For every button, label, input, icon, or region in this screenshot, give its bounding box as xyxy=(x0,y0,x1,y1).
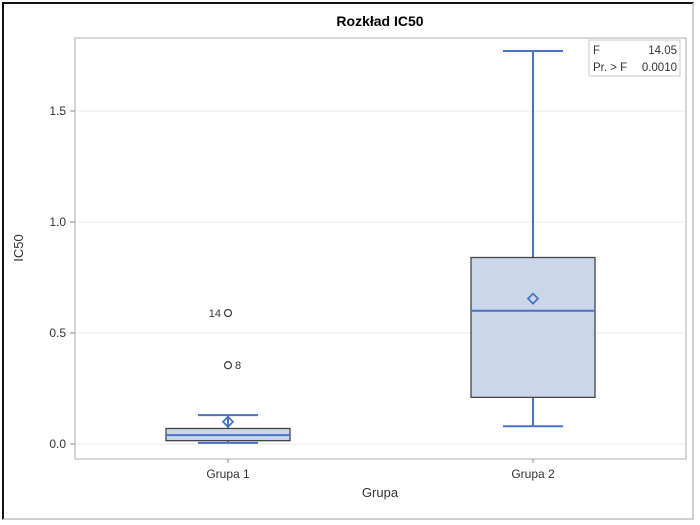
x-tick-label: Grupa 2 xyxy=(511,467,555,481)
x-axis: Grupa 1 Grupa 2 xyxy=(206,459,555,481)
box-group-2 xyxy=(470,50,596,428)
x-tick-label: Grupa 1 xyxy=(206,467,250,481)
outlier-point xyxy=(223,308,233,318)
stats-inset: F 14.05 Pr. > F 0.0010 xyxy=(588,39,681,77)
box-iqr xyxy=(470,256,596,399)
figure-border xyxy=(2,2,694,520)
y-tick-label: 0.5 xyxy=(49,326,66,340)
chart-title: Rozkład IC50 xyxy=(336,13,423,29)
outlier-point xyxy=(223,361,233,370)
stats-inset-box xyxy=(588,39,681,77)
mean-marker xyxy=(221,415,235,429)
y-tick-label: 1.5 xyxy=(49,104,66,118)
outlier-label: 8 xyxy=(235,360,241,372)
inset-f-label: F xyxy=(593,45,600,57)
inset-p-value: 0.0010 xyxy=(642,62,677,74)
x-axis-label: Grupa xyxy=(362,485,399,500)
boxes: 14 8 xyxy=(165,50,596,444)
inset-p-label: Pr. > F xyxy=(593,62,627,74)
inset-f-value: 14.05 xyxy=(648,45,677,57)
y-tick-label: 0.0 xyxy=(49,437,66,451)
box-group-1: 14 8 xyxy=(165,308,291,444)
plot-area-frame xyxy=(74,37,687,460)
outlier-label: 14 xyxy=(209,308,221,320)
y-tick-label: 1.0 xyxy=(49,215,66,229)
y-axis-label: IC50 xyxy=(11,234,26,261)
y-axis: 0.0 0.5 1.0 1.5 xyxy=(49,104,75,451)
mean-marker xyxy=(526,292,540,305)
